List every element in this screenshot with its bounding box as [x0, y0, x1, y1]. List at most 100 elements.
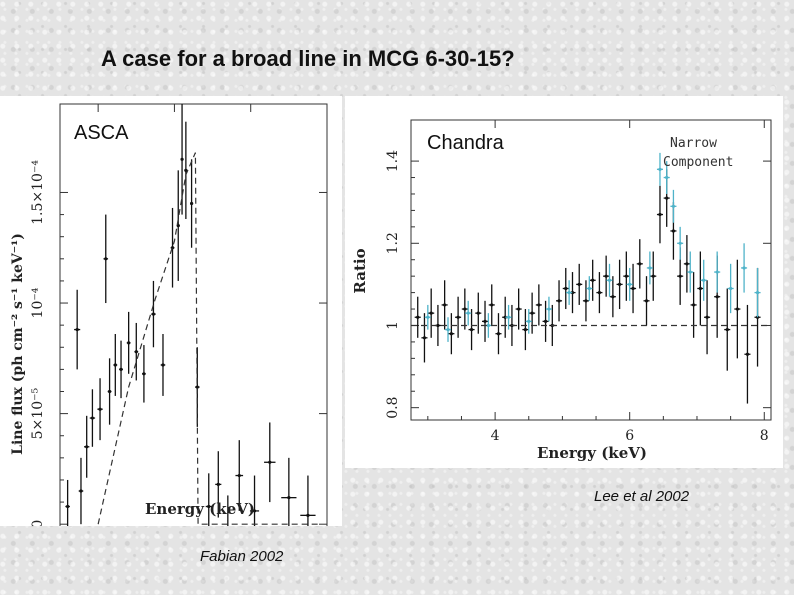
chandra-data-point: [461, 288, 468, 330]
asca-data-point: [103, 214, 109, 304]
asca-data-point: [134, 322, 139, 381]
chandra-narrow-component-point: [670, 189, 677, 223]
chandra-legend-line-2: Component: [663, 155, 733, 170]
chandra-plot-frame: [410, 119, 772, 421]
asca-data-point: [151, 280, 156, 348]
chandra-x-tick-label: 8: [760, 428, 769, 444]
asca-data-point: [142, 345, 146, 403]
chandra-data-point: [589, 259, 596, 301]
chandra-narrow-component-point: [505, 304, 512, 330]
asca-data-point: [184, 121, 188, 219]
asca-data-point: [84, 415, 90, 478]
asca-data-point: [170, 207, 175, 288]
chandra-narrow-component-point: [465, 300, 472, 326]
chandra-x-axis-label: Energy (keV): [537, 444, 647, 462]
asca-data-point: [281, 457, 297, 538]
chandra-data-point: [569, 272, 576, 314]
asca-data-point: [215, 451, 222, 518]
chandra-narrow-component-point: [566, 280, 573, 305]
chandra-narrow-component-point: [424, 304, 431, 330]
asca-data-point: [107, 358, 112, 425]
chandra-x-tick-label: 6: [625, 428, 634, 444]
chandra-data-point: [690, 272, 697, 338]
chandra-data-point: [582, 280, 589, 322]
chandra-narrow-component-point: [626, 267, 633, 301]
chandra-narrow-component-point: [646, 251, 653, 285]
chandra-series: [411, 152, 771, 404]
chandra-data-point: [441, 280, 448, 330]
chandra-legend-line-1: Narrow: [670, 136, 717, 151]
chandra-data-point: [656, 185, 663, 244]
chandra-data-point: [734, 259, 741, 359]
chandra-data-point: [522, 309, 529, 351]
chandra-data-point: [697, 251, 704, 326]
lee-credit: Lee et al 2002: [594, 488, 690, 505]
chandra-data-point: [468, 309, 475, 351]
chandra-narrow-component-point: [663, 161, 670, 194]
chandra-label: Chandra: [427, 132, 504, 154]
asca-data-point: [160, 334, 166, 396]
asca-series: [61, 104, 320, 564]
asca-data-point: [119, 340, 123, 399]
chandra-data-point: [603, 255, 610, 297]
chandra-chart-panel: 0.8 1 1.2 1.4 4 6 8 Energy (keV) Ratio Narrow…: [345, 96, 783, 468]
asca-plot-frame: [59, 103, 328, 565]
chandra-narrow-component-point: [687, 251, 694, 293]
chandra-narrow-component-point: [714, 251, 721, 293]
chandra-data-point: [535, 284, 542, 326]
chandra-data-point: [448, 313, 455, 355]
chandra-data-point: [515, 288, 522, 330]
chandra-y-tick-label: 1.4: [385, 150, 401, 172]
asca-data-point: [65, 479, 70, 534]
chandra-narrow-component-point: [656, 152, 663, 186]
chandra-y-axis-label: Ratio: [351, 248, 369, 293]
asca-data-point: [176, 170, 180, 281]
asca-data-point: [180, 104, 184, 215]
chandra-narrow-component-point: [545, 296, 552, 322]
chandra-narrow-component-point: [677, 226, 684, 260]
chandra-data-point: [414, 296, 421, 338]
slide-title: A case for a broad line in MCG 6-30-15?: [101, 46, 515, 71]
asca-data-point: [74, 289, 81, 370]
chandra-x-tick-label: 4: [491, 428, 500, 444]
chandra-data-point: [596, 272, 603, 314]
chandra-data-point: [542, 300, 549, 342]
chandra-data-point: [576, 263, 583, 305]
chandra-narrow-component-point: [525, 309, 532, 334]
chandra-narrow-component-point: [727, 263, 734, 314]
chandra-data-point: [428, 288, 435, 338]
chandra-data-point: [562, 267, 569, 310]
asca-x-ticks: 468: [59, 104, 328, 588]
chandra-narrow-component-point: [754, 267, 761, 318]
chandra-data-point: [616, 259, 623, 310]
chandra-data-point: [556, 280, 563, 322]
chandra-data-point: [455, 296, 462, 338]
chandra-data-point: [609, 276, 616, 318]
chandra-data-point: [421, 313, 428, 363]
asca-y-tick-label: 5×10⁻⁵: [30, 388, 46, 440]
asca-chart: 0 5×10⁻⁵ 10⁻⁴ 1.5×10⁻⁴ 468 Energy (keV) Lin…: [10, 103, 328, 588]
asca-data-point: [189, 159, 194, 248]
chandra-narrow-component-point: [444, 317, 452, 342]
fabian-credit: Fabian 2002: [200, 548, 284, 565]
chandra-data-point: [630, 263, 637, 314]
chandra-narrow-component-point: [741, 243, 748, 293]
chandra-data-point: [643, 276, 650, 326]
asca-y-tick-label: 0: [30, 520, 46, 526]
asca-data-point: [126, 311, 131, 374]
asca-chart-panel: 0 5×10⁻⁵ 10⁻⁴ 1.5×10⁻⁴ 468 Energy (keV) Lin…: [0, 96, 342, 588]
chandra-narrow-component-point: [700, 259, 707, 301]
chandra-narrow-component-point: [606, 263, 613, 297]
chandra-y-tick-label: 1.2: [385, 232, 401, 254]
chandra-data-point: [481, 300, 489, 342]
chandra-chart: 0.8 1 1.2 1.4 4 6 8 Energy (keV) Ratio Narrow…: [351, 119, 772, 462]
asca-data-point: [97, 378, 103, 441]
asca-data-point: [300, 475, 316, 556]
chandra-y-tick-label: 0.8: [385, 397, 401, 419]
asca-data-point: [235, 440, 244, 511]
asca-y-axis-label: Line flux (ph cm⁻² s⁻¹ keV⁻¹): [10, 233, 26, 455]
chandra-data-point: [636, 239, 643, 289]
chandra-data-point: [623, 251, 630, 301]
asca-data-point: [89, 389, 96, 447]
asca-label: ASCA: [74, 122, 129, 144]
